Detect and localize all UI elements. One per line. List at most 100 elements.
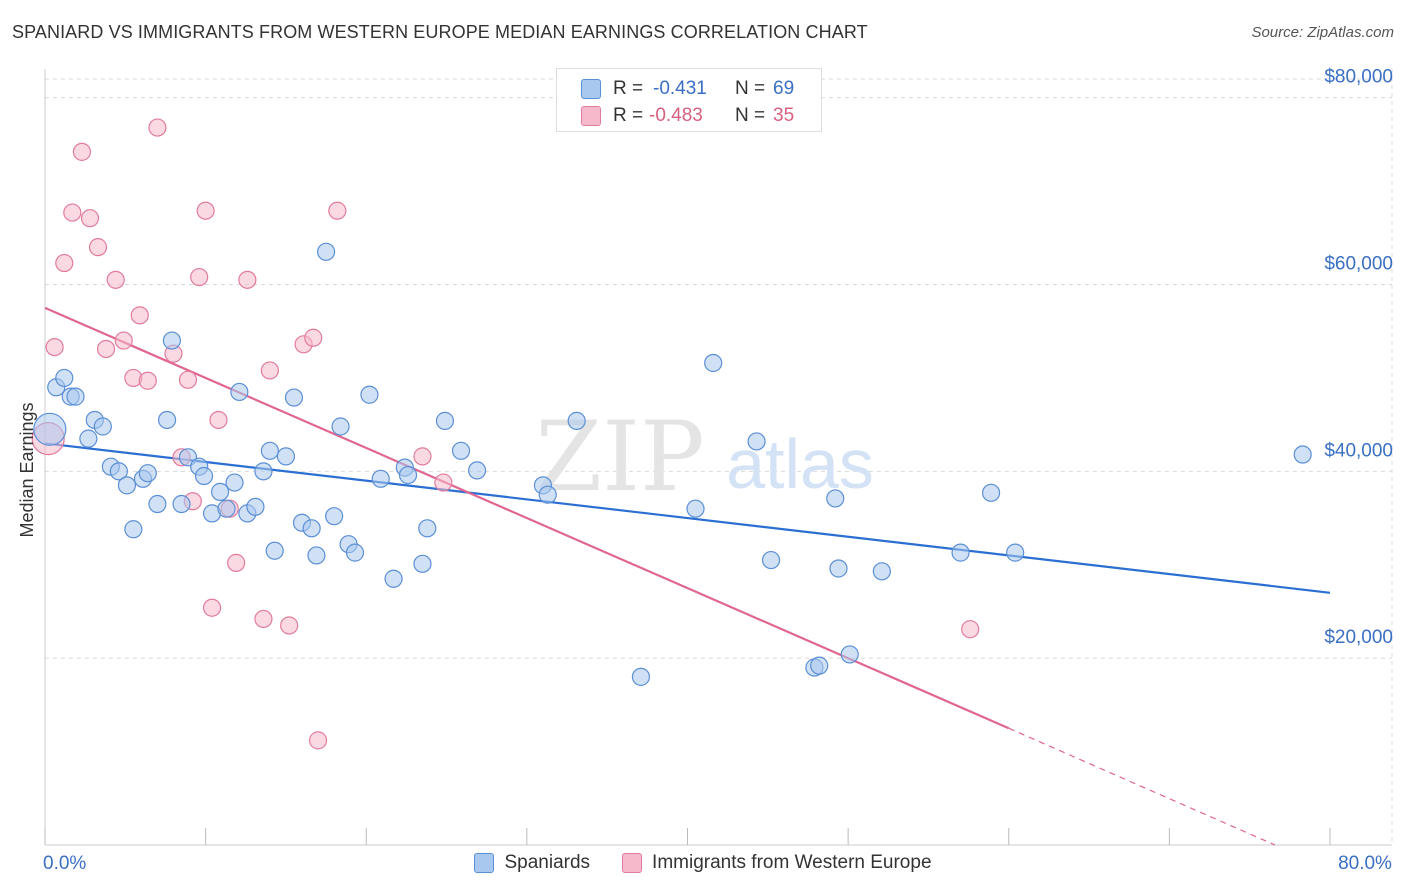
point-spaniards [413,554,432,573]
point-western-europe [961,620,980,639]
point-spaniards [79,429,98,448]
point-spaniards [360,385,379,404]
point-western-europe [328,201,347,220]
point-spaniards [810,656,829,675]
point-western-europe [96,339,116,359]
stats-r-value-pink: -0.483 [649,105,703,126]
point-spaniards [254,462,273,481]
point-western-europe [72,142,92,161]
point-spaniards [631,667,651,686]
point-spaniards [538,485,557,504]
point-western-europe [202,598,222,617]
trend-line-western-europe-extension [1008,727,1276,846]
point-spaniards [66,387,85,406]
point-western-europe [190,267,209,287]
point-spaniards [951,543,970,562]
legend-label-spaniards: Spaniards [504,852,591,873]
point-spaniards [265,541,284,560]
point-spaniards [148,494,167,514]
point-spaniards [138,464,157,483]
point-western-europe [434,473,453,492]
axes [44,69,1392,846]
watermark-atlas: atlas [726,425,874,503]
stats-r-label: R = [613,78,644,99]
point-spaniards [398,465,418,485]
point-spaniards [384,569,403,588]
data-points [31,118,1312,750]
legend-swatch-blue [474,853,495,873]
point-spaniards [230,382,249,402]
point-spaniards [260,441,279,460]
legend-label-western-europe: Immigrants from Western Europe [652,852,932,873]
point-spaniards [1293,445,1312,464]
y-tick-label: $20,000 [1324,627,1393,648]
point-western-europe [178,370,198,389]
point-spaniards [325,507,344,526]
stats-row-pink: R = -0.483 N = 35 [581,104,821,128]
point-spaniards [826,489,845,508]
point-spaniards [981,483,1001,502]
y-tick-label: $40,000 [1324,440,1393,461]
watermark-zip: ZIP [535,401,704,513]
point-spaniards [1006,543,1025,562]
point-spaniards [704,353,723,373]
point-western-europe [238,270,257,289]
point-spaniards [33,412,67,446]
series-legend: Spaniards Immigrants from Western Europe [0,852,1406,874]
point-spaniards [284,388,304,407]
point-spaniards [157,410,177,430]
point-spaniards [418,519,437,538]
stats-n-label: N = [735,78,766,99]
chart-title: SPANIARD VS IMMIGRANTS FROM WESTERN EURO… [12,22,868,42]
point-spaniards [872,562,891,581]
point-spaniards [124,520,143,539]
stats-r-label: R = [613,105,644,126]
point-spaniards [331,417,350,436]
point-western-europe [130,306,149,325]
point-spaniards [276,447,296,466]
stats-n-value-blue: 69 [773,78,795,99]
point-western-europe [88,238,108,257]
grid-lines [45,69,1393,845]
point-spaniards [761,550,781,570]
point-spaniards [210,482,230,501]
point-spaniards [217,499,236,518]
legend-item-spaniards[interactable]: Spaniards [474,852,590,874]
stats-legend: R = -0.431 N = 69 R = -0.483 N = 35 [556,68,822,132]
point-spaniards [371,469,390,488]
point-spaniards [451,441,471,460]
source-label: Source: ZipAtlas.com [1251,24,1394,41]
stats-n-value-pink: 35 [773,105,795,126]
stats-row-blue: R = -0.431 N = 69 [581,77,821,101]
point-spaniards [117,476,137,495]
point-western-europe [260,361,279,380]
point-western-europe [227,553,246,572]
watermark: ZIP atlas [535,401,874,513]
x-tick-label: 80.0% [1338,853,1392,874]
point-western-europe [114,331,133,350]
stats-n-label: N = [735,105,766,126]
legend-item-western-europe[interactable]: Immigrants from Western Europe [622,852,932,874]
point-spaniards [246,497,265,516]
point-western-europe [254,609,273,629]
y-axis-label: Median Earnings [17,402,37,537]
point-spaniards [686,499,705,518]
point-spaniards [567,411,586,430]
point-spaniards [109,462,128,481]
stats-swatch-blue [581,79,601,99]
y-tick-label: $60,000 [1324,254,1393,275]
point-spaniards [747,432,766,451]
point-spaniards [840,645,859,664]
point-western-europe [196,201,215,220]
point-western-europe [413,447,432,466]
tick-labels: $20,000 $40,000 $60,000 $80,000 0.0% 80.0% [43,67,1393,874]
point-western-europe [45,338,64,357]
point-western-europe [280,616,299,635]
point-western-europe [106,270,125,289]
y-tick-label: $80,000 [1324,67,1393,88]
stats-r-value-blue: -0.431 [653,78,707,99]
point-spaniards [307,546,326,565]
point-spaniards [162,331,181,350]
point-western-europe [304,328,323,347]
